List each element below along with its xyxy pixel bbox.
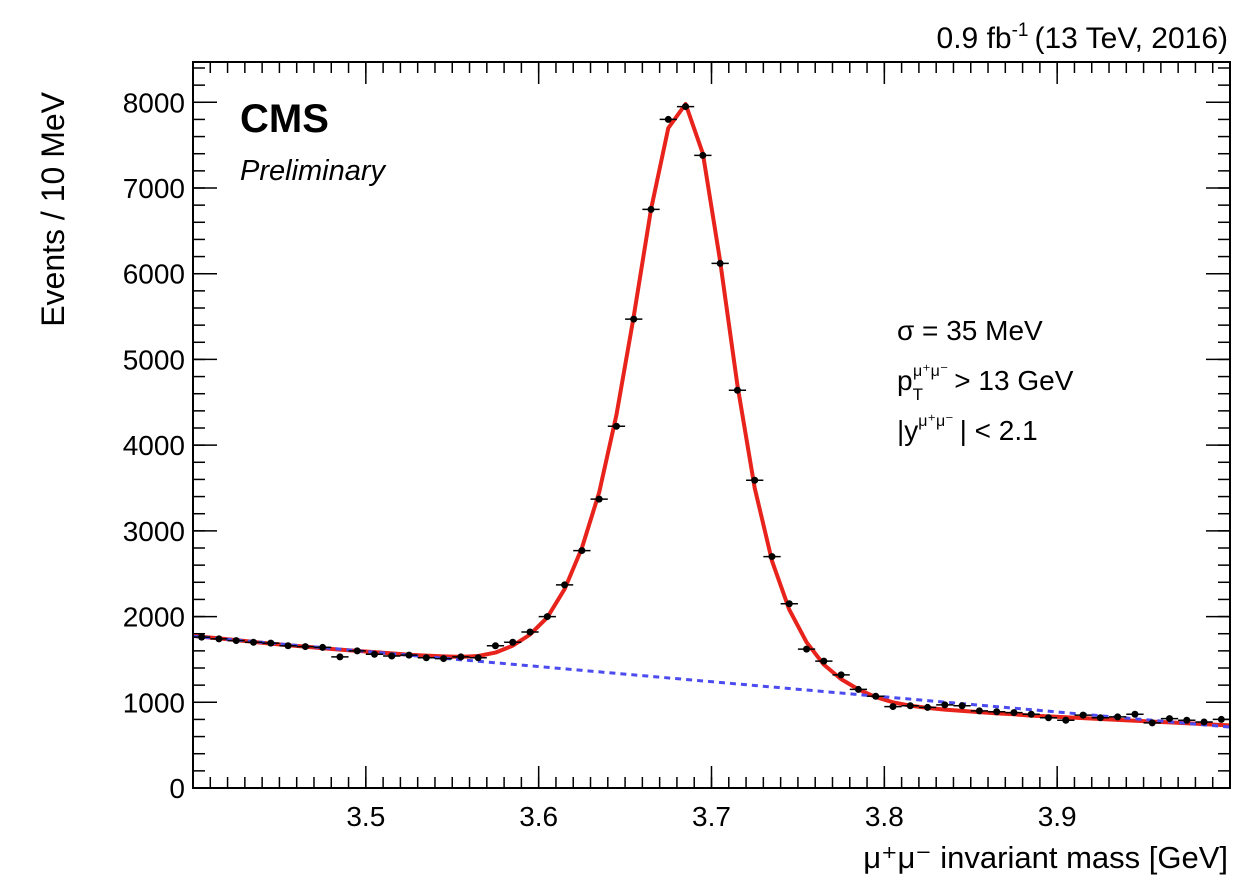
data-point	[422, 654, 430, 662]
y-tick-label: 1000	[123, 687, 185, 718]
data-point	[751, 476, 759, 484]
x-tick-label: 3.6	[519, 801, 558, 832]
data-point	[1114, 713, 1122, 721]
annotation-text: |y	[897, 415, 918, 446]
plot-frame	[192, 61, 1231, 789]
data-point	[1217, 715, 1225, 723]
data-point	[301, 643, 309, 651]
data-point	[370, 650, 378, 658]
x-axis-label: μ⁺μ⁻ invariant mass [GeV]	[863, 840, 1228, 875]
background-fit	[192, 634, 1231, 729]
x-tick-label: 3.8	[865, 801, 904, 832]
annotation-superscript: μ⁺μ⁻	[913, 363, 948, 380]
data-point	[958, 702, 966, 710]
data-point	[647, 205, 655, 213]
data-point	[1166, 715, 1174, 723]
data-point	[388, 652, 396, 660]
data-point	[1062, 716, 1070, 724]
y-tick-label: 2000	[123, 602, 185, 633]
y-tick-label: 5000	[123, 344, 185, 375]
data-point	[457, 653, 465, 661]
data-point	[1148, 719, 1156, 727]
data-point	[1096, 714, 1104, 722]
data-point	[1079, 711, 1087, 719]
data-point	[1027, 710, 1035, 718]
data-point	[319, 643, 327, 651]
data-point	[785, 600, 793, 608]
data-point	[768, 553, 776, 561]
data-point	[854, 685, 862, 693]
annotation-text: | < 2.1	[960, 415, 1038, 446]
data-point	[716, 259, 724, 267]
data-point	[198, 633, 206, 641]
experiment-label: CMS	[240, 97, 329, 141]
annotation-text: σ = 35 MeV	[897, 315, 1043, 346]
data-point	[924, 703, 932, 711]
data-point	[1200, 718, 1208, 726]
data-point	[682, 103, 690, 111]
data-point	[491, 642, 499, 650]
data-point	[1183, 716, 1191, 724]
data-point	[872, 692, 880, 700]
data-point	[837, 671, 845, 679]
annotation-text: > 13 GeV	[954, 365, 1073, 396]
data-point	[561, 581, 569, 589]
data-point	[474, 654, 482, 662]
annotation: σ = 35 MeV	[897, 315, 1043, 346]
lumi-text: 0.9 fb	[937, 22, 1012, 55]
lumi-superscript: -1	[1012, 20, 1029, 41]
y-tick-label: 6000	[123, 259, 185, 290]
annotation-text: p	[897, 365, 913, 396]
data-point	[820, 657, 828, 665]
status-label: Preliminary	[240, 155, 387, 187]
data-point	[1010, 709, 1018, 717]
data-point	[612, 422, 620, 430]
y-tick-label: 3000	[123, 516, 185, 547]
data-point	[906, 702, 914, 710]
fit-curve	[192, 102, 1231, 728]
data-point	[543, 613, 551, 621]
data-point	[336, 653, 344, 661]
data-point	[1131, 710, 1139, 718]
data-point	[249, 638, 257, 646]
data-point	[993, 708, 1001, 716]
data-point	[405, 651, 413, 659]
data-point	[889, 703, 897, 711]
data-point	[578, 547, 586, 555]
y-tick-label: 7000	[123, 173, 185, 204]
data-point	[215, 635, 223, 643]
data-point	[664, 115, 672, 123]
data-point	[595, 495, 603, 503]
data-point	[733, 386, 741, 394]
annotation: |yμ⁺μ⁻ | < 2.1	[897, 413, 1038, 446]
annotation: pTμ⁺μ⁻ > 13 GeV	[897, 363, 1074, 404]
lumi-label: 0.9 fb-1 (13 TeV, 2016)	[937, 20, 1228, 55]
annotation-subscript: T	[913, 385, 923, 404]
x-tick-label: 3.7	[692, 801, 731, 832]
x-tick-label: 3.5	[346, 801, 385, 832]
y-tick-label: 8000	[123, 87, 185, 118]
data-point	[975, 707, 983, 715]
y-axis-label: Events / 10 MeV	[35, 91, 71, 326]
y-tick-label: 4000	[123, 430, 185, 461]
data-point	[526, 628, 534, 636]
data-point	[232, 637, 240, 645]
data-point	[803, 645, 811, 653]
data-point	[630, 315, 638, 323]
data-point	[267, 639, 275, 647]
data-point	[509, 638, 517, 646]
lumi-suffix: (13 TeV, 2016)	[1035, 22, 1229, 55]
data-point	[941, 701, 949, 709]
x-tick-label: 3.9	[1038, 801, 1077, 832]
annotation-superscript: μ⁺μ⁻	[918, 413, 953, 430]
y-tick-label: 0	[169, 773, 185, 804]
data-point	[353, 647, 361, 655]
data-point	[699, 151, 707, 159]
data-point	[1045, 714, 1053, 722]
data-point	[284, 642, 292, 650]
data-point	[440, 655, 448, 663]
